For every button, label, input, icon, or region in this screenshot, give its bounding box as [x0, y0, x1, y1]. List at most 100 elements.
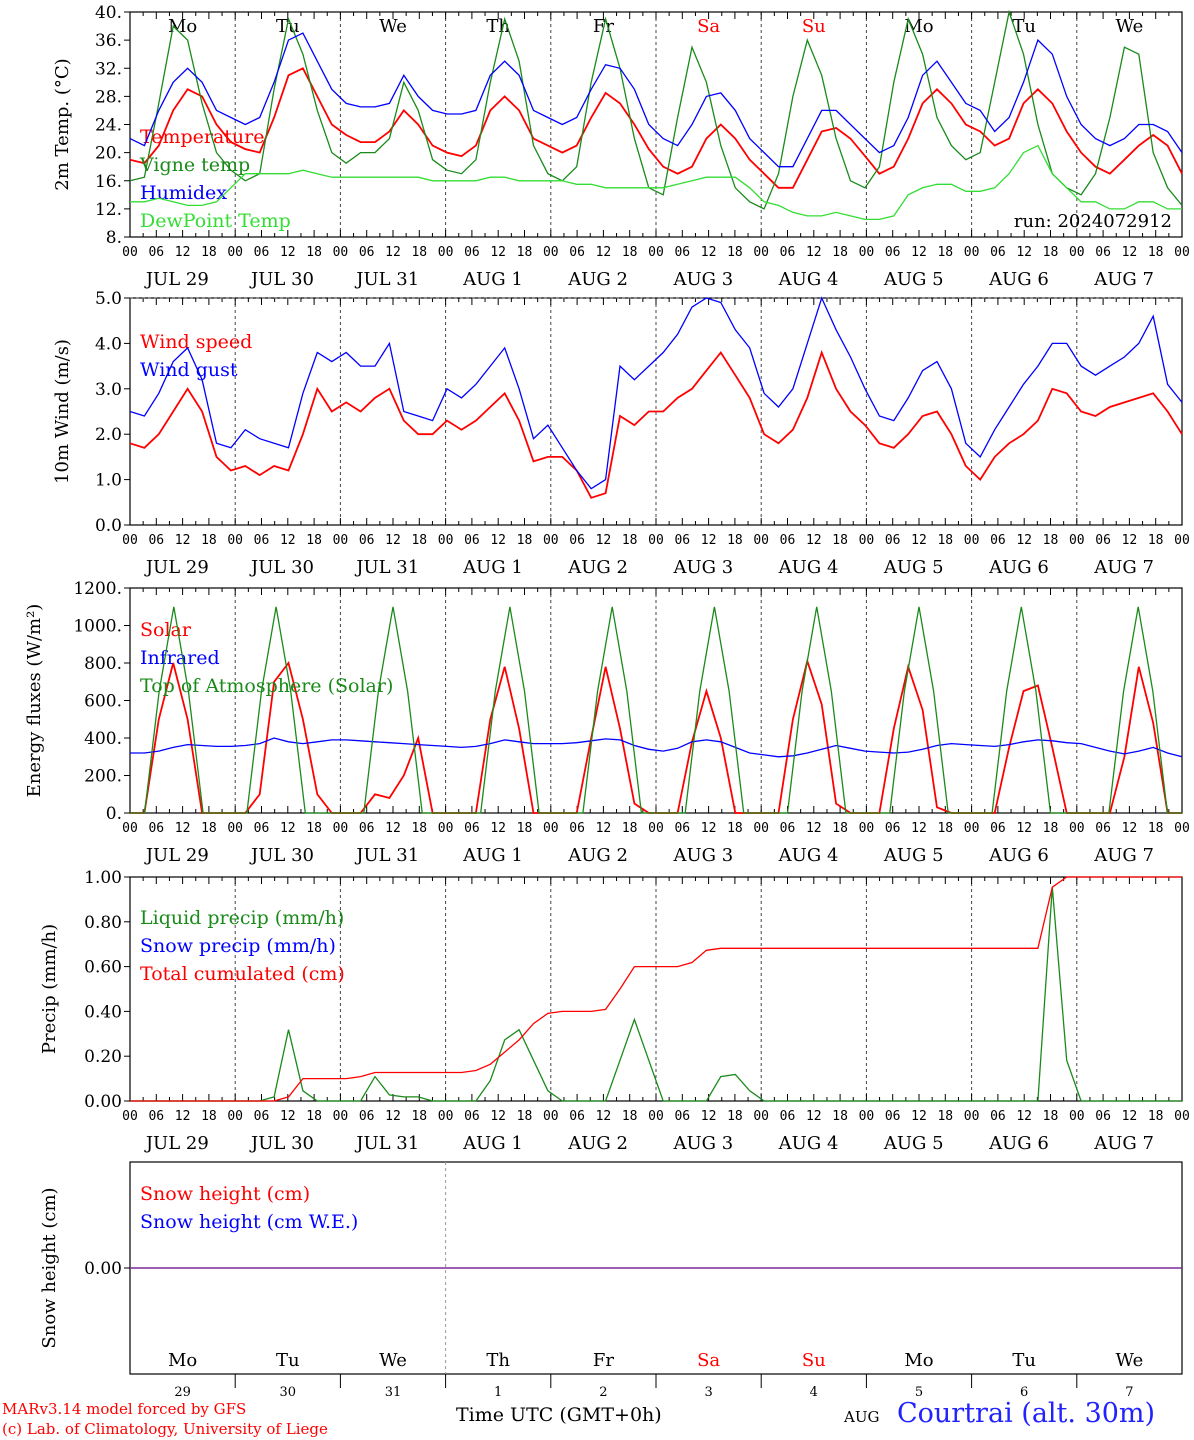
energy-hour-label: 06 — [674, 821, 690, 836]
precip-hour-label: 00 — [1174, 1109, 1190, 1124]
temperature-hour-label: 12 — [806, 245, 822, 260]
wind-date-label: AUG 5 — [883, 557, 944, 578]
snow-day-name: Tu — [1012, 1350, 1036, 1371]
precip-hour-label: 18 — [306, 1109, 322, 1124]
snow-day-number: 29 — [174, 1385, 191, 1400]
precip-hour-label: 00 — [438, 1109, 454, 1124]
precip-hour-label: 06 — [569, 1109, 585, 1124]
precip-legend-0: Liquid precip (mm/h) — [140, 907, 344, 929]
wind-hour-label: 00 — [227, 533, 243, 548]
energy-date-label: AUG 4 — [778, 845, 839, 866]
temperature-hour-label: 18 — [1148, 245, 1164, 260]
temperature-hour-label: 12 — [701, 245, 717, 260]
precip-date-label: AUG 5 — [883, 1133, 944, 1154]
wind-panel: 0.0 1.0 2.0 3.0 4.0 5.0 00 06 12 18 JUL 29 00 06 12 18… — [52, 289, 1190, 578]
precip-hour-label: 18 — [517, 1109, 533, 1124]
energy-ytick-label: 600. — [84, 692, 122, 712]
snow-day-number: 3 — [704, 1385, 712, 1400]
precip-date-label: AUG 3 — [672, 1133, 733, 1154]
precip-ylabel: Precip (mm/h) — [39, 924, 60, 1054]
energy-hour-label: 18 — [517, 821, 533, 836]
temperature-hour-label: 00 — [1069, 245, 1085, 260]
temperature-ytick-label: 40. — [95, 3, 122, 23]
model-credit-line1: MARv3.14 model forced by GFS — [2, 1400, 247, 1418]
wind-hour-label: 12 — [701, 533, 717, 548]
temperature-ytick-label: 20. — [95, 144, 122, 164]
temperature-date-label: AUG 7 — [1093, 269, 1154, 290]
snow-day-name: Mo — [904, 1350, 933, 1371]
temperature-legend-1: Vigne temp — [139, 154, 250, 176]
temperature-hour-label: 12 — [1122, 245, 1138, 260]
energy-hour-label: 00 — [122, 821, 138, 836]
temperature-hour-label: 12 — [596, 245, 612, 260]
wind-ytick-label: 5.0 — [95, 289, 122, 309]
energy-ytick-label: 800. — [84, 654, 122, 674]
model-credit-line2: (c) Lab. of Climatology, University of L… — [2, 1420, 328, 1438]
wind-hour-label: 06 — [148, 533, 164, 548]
precip-hour-label: 00 — [1069, 1109, 1085, 1124]
precip-date-label: JUL 30 — [249, 1133, 314, 1154]
energy-hour-label: 00 — [859, 821, 875, 836]
run-annotation: run: 2024072912 — [1014, 211, 1172, 232]
wind-hour-label: 12 — [1122, 533, 1138, 548]
snow-legend-1: Snow height (cm W.E.) — [140, 1211, 358, 1233]
snow-day-number: 4 — [810, 1385, 818, 1400]
snow-day-number: 2 — [599, 1385, 607, 1400]
energy-hour-label: 00 — [648, 821, 664, 836]
temperature-legend-3: DewPoint Temp — [140, 210, 291, 232]
temperature-ytick-label: 36. — [95, 31, 122, 51]
wind-hour-label: 12 — [175, 533, 191, 548]
temperature-date-label: JUL 30 — [249, 269, 314, 290]
snow-ylabel: Snow height (cm) — [39, 1187, 60, 1348]
energy-ytick-label: 200. — [84, 767, 122, 787]
precip-hour-label: 00 — [859, 1109, 875, 1124]
wind-date-label: AUG 2 — [567, 557, 628, 578]
precip-legend-2: Total cumulated (cm) — [140, 963, 345, 985]
snow-panel: 0.00 Snow height (cm) Snow height (cm) Snow… — [39, 1161, 1183, 1400]
temperature-hour-label: 00 — [753, 245, 769, 260]
wind-date-label: AUG 3 — [672, 557, 733, 578]
energy-series-2 — [130, 606, 1182, 814]
snow-legend-0: Snow height (cm) — [140, 1183, 310, 1205]
energy-date-label: AUG 3 — [672, 845, 733, 866]
temperature-hour-label: 12 — [280, 245, 296, 260]
temperature-hour-label: 00 — [1174, 245, 1190, 260]
temperature-hour-label: 06 — [990, 245, 1006, 260]
precip-hour-label: 06 — [674, 1109, 690, 1124]
wind-date-label: JUL 29 — [144, 557, 209, 578]
wind-hour-label: 00 — [333, 533, 349, 548]
precip-panel: 0.00 0.20 0.40 0.60 0.80 1.00 00 06 12 18 JUL 29 00… — [39, 868, 1190, 1154]
energy-hour-label: 18 — [937, 821, 953, 836]
wind-hour-label: 00 — [1174, 533, 1190, 548]
temperature-hour-label: 00 — [859, 245, 875, 260]
precip-hour-label: 18 — [1043, 1109, 1059, 1124]
wind-hour-label: 06 — [569, 533, 585, 548]
temperature-frame — [129, 11, 1183, 238]
wind-ytick-label: 0.0 — [95, 516, 122, 536]
energy-hour-label: 12 — [701, 821, 717, 836]
wind-hour-label: 12 — [596, 533, 612, 548]
energy-legend-2: Top of Atmosphere (Solar) — [140, 675, 393, 697]
temperature-hour-label: 00 — [122, 245, 138, 260]
temp-day-name: Mo — [904, 16, 933, 37]
energy-ylabel: Energy fluxes (W/m²) — [24, 604, 45, 798]
energy-ytick-label: 400. — [84, 729, 122, 749]
temperature-hour-label: 06 — [254, 245, 270, 260]
temp-day-name: Tu — [276, 16, 300, 37]
temperature-hour-label: 06 — [674, 245, 690, 260]
temperature-hour-label: 18 — [306, 245, 322, 260]
energy-ytick-label: 1000. — [73, 617, 122, 637]
wind-hour-label: 18 — [1043, 533, 1059, 548]
wind-ytick-label: 4.0 — [95, 334, 122, 354]
temperature-legend-0: Temperature — [140, 126, 264, 148]
temperature-hour-label: 12 — [490, 245, 506, 260]
wind-hour-label: 06 — [674, 533, 690, 548]
precip-hour-label: 18 — [411, 1109, 427, 1124]
wind-hour-label: 00 — [859, 533, 875, 548]
temperature-hour-label: 12 — [175, 245, 191, 260]
temperature-hour-label: 18 — [411, 245, 427, 260]
energy-hour-label: 00 — [333, 821, 349, 836]
wind-hour-label: 00 — [964, 533, 980, 548]
wind-hour-label: 00 — [1069, 533, 1085, 548]
temperature-hour-label: 00 — [438, 245, 454, 260]
